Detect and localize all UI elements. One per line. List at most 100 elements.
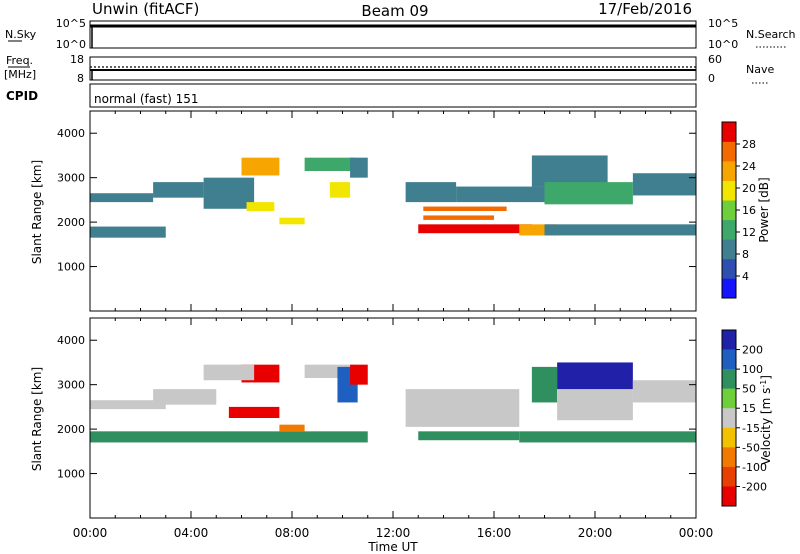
ytick-label-velocity-0: 1000 xyxy=(57,468,85,481)
power-colorbar-swatch-6 xyxy=(722,161,736,181)
cpid-strip: CPID normal (fast) 151 xyxy=(6,83,697,108)
power-cb-tick-label-3: 16 xyxy=(742,204,756,217)
nave-tick-bottom: 0 xyxy=(708,72,715,85)
ytick-label-velocity-2: 3000 xyxy=(57,379,85,392)
data-cell-power-3 xyxy=(203,177,255,209)
power-ylabel: Slant Range [km] xyxy=(30,160,44,264)
velocity-panel: 1000 2000 3000 4000 Slant Range [km] xyxy=(30,317,697,519)
power-colorbar-swatch-5 xyxy=(722,180,736,201)
velocity-colorbar-swatch-0 xyxy=(722,330,736,350)
ytick-label-velocity-1: 2000 xyxy=(57,423,85,436)
data-cell-power-10 xyxy=(405,182,457,203)
nsearch-tick-bottom: 10^0 xyxy=(708,38,738,51)
data-cell-velocity-1 xyxy=(90,400,166,410)
freq-tick-top: 18 xyxy=(70,53,84,66)
power-colorbar-swatch-1 xyxy=(722,258,736,279)
data-cell-power-15 xyxy=(456,186,545,203)
data-cell-velocity-9 xyxy=(350,364,368,385)
nsky-tick-bottom: 10^0 xyxy=(56,38,86,51)
data-cell-power-0 xyxy=(90,226,166,238)
vel-cb-tick-label-2: 50 xyxy=(742,383,756,396)
time-tick-label-0: 00:00 xyxy=(73,526,108,540)
velocity-colorbar-label: Velocity [m s-1] xyxy=(759,375,773,465)
data-cell-power-18 xyxy=(632,173,696,196)
nave-label: Nave xyxy=(746,63,774,76)
data-cell-power-2 xyxy=(153,182,204,198)
power-cb-tick-label-2: 12 xyxy=(742,226,756,239)
power-colorbar-swatch-3 xyxy=(722,219,736,240)
data-cell-power-6 xyxy=(279,217,305,225)
data-cell-power-7 xyxy=(304,157,356,171)
data-cell-velocity-6 xyxy=(279,424,305,432)
data-cell-velocity-3 xyxy=(228,406,280,418)
nsearch-tick-top: 10^5 xyxy=(708,17,738,30)
power-colorbar-swatches xyxy=(722,122,736,299)
power-colorbar-label: Power [dB] xyxy=(757,177,771,242)
data-cell-power-19 xyxy=(544,224,696,236)
power-colorbar: 4 8 12 16 20 24 28 Power [dB] xyxy=(721,121,771,299)
beam-title: Beam 09 xyxy=(361,2,428,20)
data-cell-velocity-16 xyxy=(632,380,696,403)
vel-cb-tick-label-5: -50 xyxy=(742,441,760,454)
nave-tick-top: 60 xyxy=(708,53,722,66)
velocity-data-cells xyxy=(90,362,696,443)
velocity-colorbar-ticks: 200 100 50 15 -15 -50 -100 -200 xyxy=(736,344,767,493)
data-cell-velocity-5 xyxy=(203,364,255,381)
vel-cb-tick-label-0: 200 xyxy=(742,344,763,357)
data-cell-velocity-10 xyxy=(405,389,520,427)
vel-cb-tick-label-3: 15 xyxy=(742,402,756,415)
power-cb-tick-label-1: 8 xyxy=(742,248,749,261)
ytick-label-power-1: 2000 xyxy=(57,216,85,229)
ytick-label-velocity-3: 4000 xyxy=(57,334,85,347)
site-title: Unwin (fitACF) xyxy=(92,0,199,18)
nsky-strip: N.Sky 10^5 10^0 10^5 10^0 N.Search xyxy=(5,17,796,51)
data-cell-power-5 xyxy=(246,202,275,211)
freq-label-1: Freq. xyxy=(6,54,33,67)
velocity-ylabel: Slant Range [km] xyxy=(30,367,44,471)
vel-cb-tick-label-4: -15 xyxy=(742,422,760,435)
time-tick-label-2: 08:00 xyxy=(275,526,310,540)
freq-tick-bottom: 8 xyxy=(77,72,84,85)
vel-cb-tick-label-7: -200 xyxy=(742,480,767,493)
power-colorbar-swatch-8 xyxy=(722,122,736,142)
nsky-tick-top: 10^5 xyxy=(56,17,86,30)
power-colorbar-swatch-7 xyxy=(722,141,736,162)
time-tick-label-5: 20:00 xyxy=(578,526,613,540)
freq-strip: Freq. [MHz] 18 8 60 0 Nave xyxy=(4,53,774,85)
power-cb-tick-label-6: 28 xyxy=(742,138,756,151)
data-cell-power-14 xyxy=(519,224,558,236)
freq-label-2: [MHz] xyxy=(4,68,36,81)
data-cell-velocity-11 xyxy=(418,431,520,441)
data-cell-power-9 xyxy=(350,157,368,178)
nsearch-label: N.Search xyxy=(746,28,796,41)
power-colorbar-swatch-4 xyxy=(722,200,736,221)
data-cell-power-1 xyxy=(90,193,154,203)
vel-cb-tick-label-1: 100 xyxy=(742,363,763,376)
cpid-value: normal (fast) 151 xyxy=(94,92,198,106)
data-cell-power-11 xyxy=(423,206,507,211)
velocity-colorbar: 200 100 50 15 -15 -50 -100 -200 Velocity [m s-1… xyxy=(721,329,773,507)
data-cell-power-17 xyxy=(544,182,633,205)
data-cell-power-4 xyxy=(241,157,280,176)
power-colorbar-swatch-0 xyxy=(722,278,736,299)
nsky-label: N.Sky xyxy=(5,28,37,41)
power-axes: 1000 2000 3000 4000 xyxy=(57,111,697,311)
velocity-colorbar-swatch-5 xyxy=(722,427,736,448)
power-cb-tick-label-4: 20 xyxy=(742,182,756,195)
time-axis-label: Time UT xyxy=(367,540,418,554)
ytick-label-power-2: 3000 xyxy=(57,172,85,185)
power-cb-tick-label-5: 24 xyxy=(742,160,756,173)
velocity-colorbar-swatches xyxy=(722,330,736,507)
velocity-colorbar-swatch-6 xyxy=(722,447,736,468)
ytick-label-power-3: 4000 xyxy=(57,127,85,140)
data-cell-velocity-12 xyxy=(519,431,696,443)
time-tick-label-1: 04:00 xyxy=(174,526,209,540)
velocity-colorbar-swatch-4 xyxy=(722,408,736,429)
power-data-cells xyxy=(90,155,696,238)
data-cell-velocity-2 xyxy=(153,389,217,405)
velocity-colorbar-swatch-8 xyxy=(722,486,736,507)
velocity-colorbar-swatch-1 xyxy=(722,349,736,370)
data-cell-power-12 xyxy=(423,215,494,220)
ytick-label-power-0: 1000 xyxy=(57,261,85,274)
